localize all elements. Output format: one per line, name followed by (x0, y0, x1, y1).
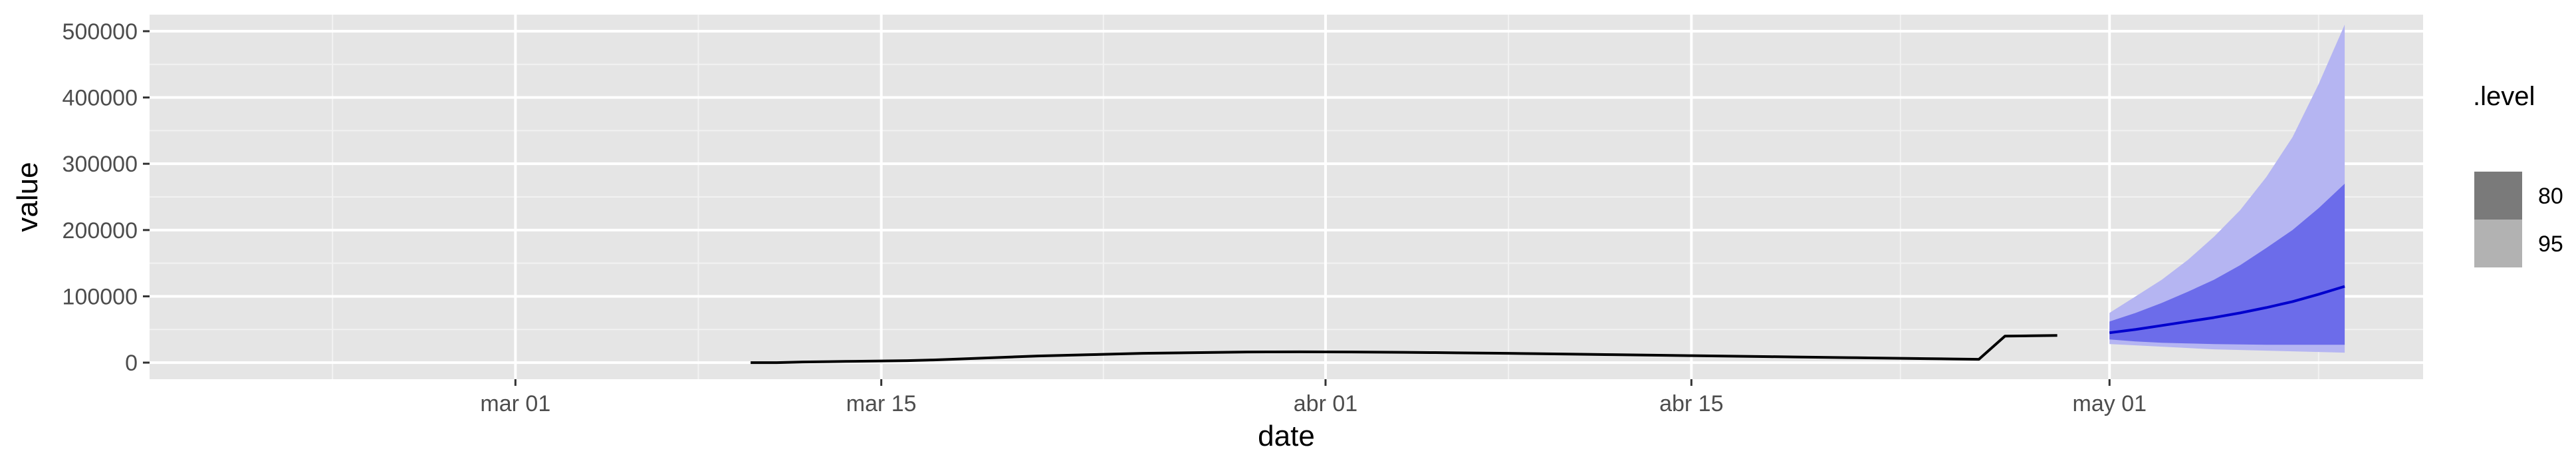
x-tick-label: abr 01 (1294, 391, 1357, 416)
y-tick-label: 100000 (62, 284, 138, 309)
observed-line (751, 334, 2057, 365)
grid-lines (150, 15, 2423, 379)
y-tick-label: 500000 (62, 19, 138, 45)
series-lines (751, 285, 2345, 365)
y-tick-label: 300000 (62, 152, 138, 177)
legend-title: .level (2473, 82, 2535, 111)
legend: .level 80 95 (2473, 82, 2563, 267)
y-axis-title: value (11, 162, 44, 232)
legend-label-95: 95 (2538, 232, 2563, 257)
legend-key-95 (2474, 220, 2522, 267)
x-tick-label: abr 15 (1659, 391, 1723, 416)
x-tick-label: mar 01 (480, 391, 550, 416)
x-axis-title: date (1258, 420, 1315, 452)
legend-key-80 (2474, 172, 2522, 220)
forecast-mean-line (2109, 285, 2345, 335)
legend-label-80: 80 (2538, 184, 2563, 209)
x-tick-label: may 01 (2073, 391, 2147, 416)
x-tick-label: mar 15 (846, 391, 917, 416)
y-tick-label: 400000 (62, 86, 138, 111)
axes: mar 01 mar 15 abr 01 abr 15 may 01 0 100000 200… (62, 19, 2147, 416)
y-tick-label: 200000 (62, 218, 138, 243)
y-tick-label: 0 (125, 351, 138, 376)
